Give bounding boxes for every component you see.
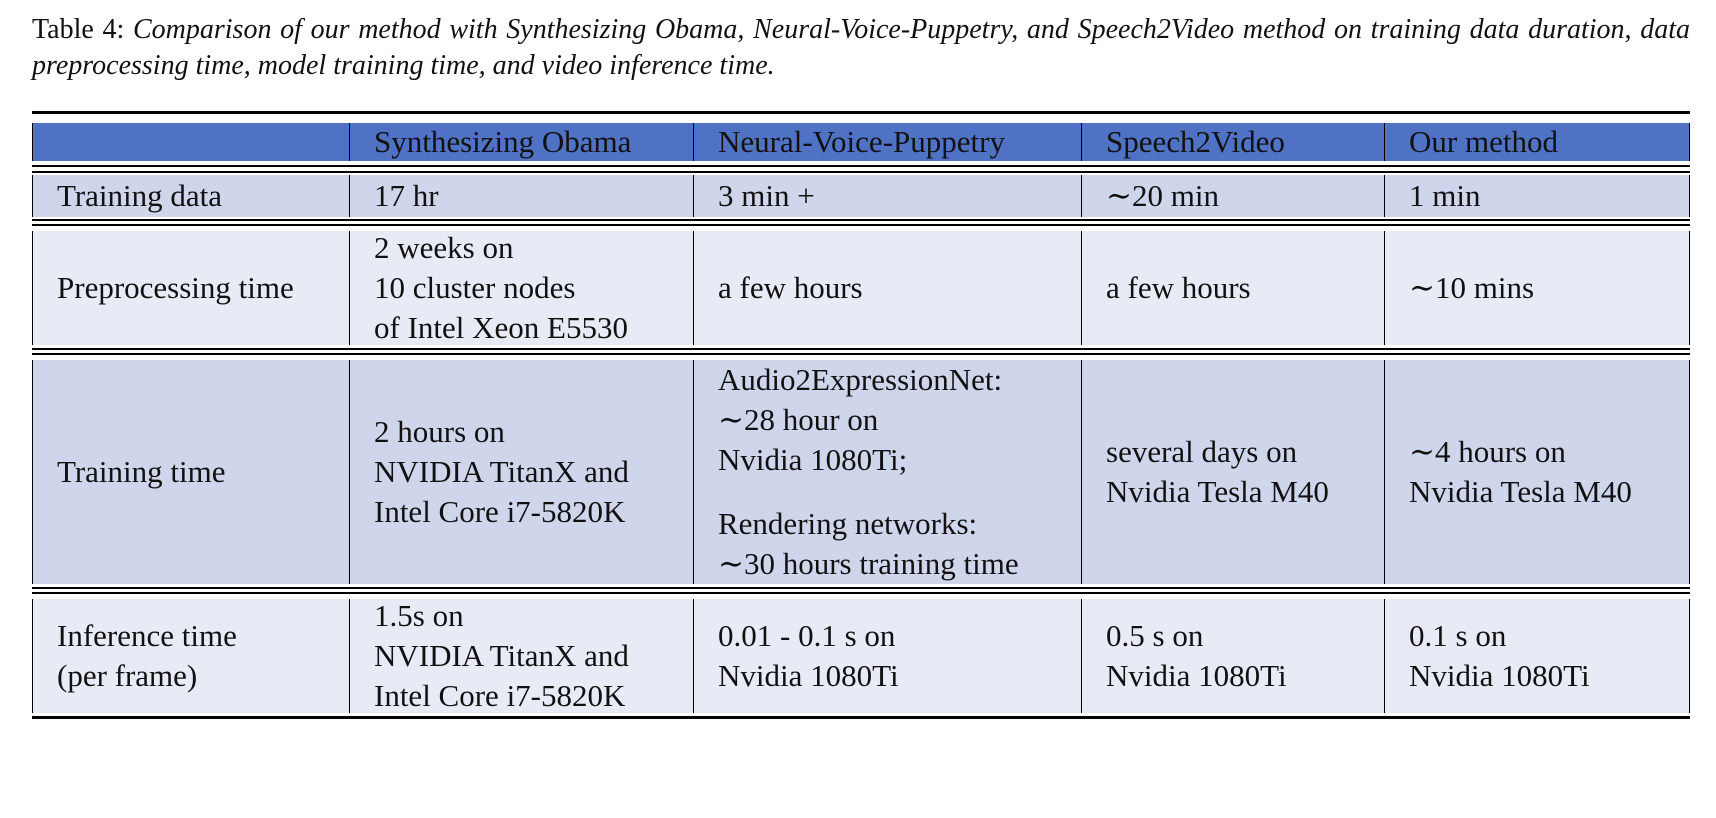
table-cell: 17 hr bbox=[350, 175, 694, 217]
table-row-training-data: Training data 17 hr 3 min + ∼20 min 1 mi… bbox=[32, 175, 1690, 217]
table-cell: 1.5s on NVIDIA TitanX and Intel Core i7-… bbox=[350, 598, 694, 713]
row-label: Training data bbox=[33, 175, 350, 217]
table-cell: 0.1 s on Nvidia 1080Ti bbox=[1409, 618, 1590, 693]
row-rule-1b bbox=[32, 224, 1690, 226]
header-cell-neural-voice-puppetry: Neural-Voice-Puppetry bbox=[694, 123, 1082, 161]
caption-text: Comparison of our method with Synthesizi… bbox=[32, 14, 1691, 81]
row-rule-1a bbox=[32, 219, 1690, 221]
row-rule-3a bbox=[32, 587, 1690, 589]
header-rule-2 bbox=[32, 171, 1690, 173]
table-cell: a few hours bbox=[1082, 231, 1385, 345]
table-cell: 2 weeks on 10 cluster nodes of Intel Xeo… bbox=[350, 230, 694, 345]
table-cell: 3 min + bbox=[694, 175, 1082, 217]
table-caption: Table 4: Comparison of our method with S… bbox=[32, 12, 1690, 84]
header-cell-synthesizing-obama: Synthesizing Obama bbox=[350, 123, 694, 161]
bottom-rule bbox=[32, 716, 1690, 719]
table-cell: 1 min bbox=[1409, 178, 1481, 213]
table-cell: ∼20 min bbox=[1082, 175, 1385, 217]
table-cell: 0.01 - 0.1 s on Nvidia 1080Ti bbox=[694, 599, 1082, 713]
row-label: Inference time (per frame) bbox=[33, 599, 350, 713]
top-rule bbox=[32, 111, 1690, 114]
header-cell-our-method: Our method bbox=[1409, 124, 1558, 159]
row-label: Preprocessing time bbox=[33, 231, 350, 345]
table-cell: ∼4 hours on Nvidia Tesla M40 bbox=[1409, 434, 1632, 509]
table-row-training-time: Training time 2 hours on NVIDIA TitanX a… bbox=[32, 360, 1690, 584]
row-rule-2b bbox=[32, 353, 1690, 355]
table-cell: 2 hours on NVIDIA TitanX and Intel Core … bbox=[350, 360, 694, 584]
table-cell: 0.5 s on Nvidia 1080Ti bbox=[1082, 599, 1385, 713]
table-cell: several days on Nvidia Tesla M40 bbox=[1082, 360, 1385, 584]
row-label: Training time bbox=[33, 360, 350, 584]
header-cell-speech2video: Speech2Video bbox=[1082, 123, 1385, 161]
table-row-preprocessing-time: Preprocessing time 2 weeks on 10 cluster… bbox=[32, 230, 1690, 345]
table-header-row: Synthesizing Obama Neural-Voice-Puppetry… bbox=[32, 123, 1690, 161]
row-rule-3b bbox=[32, 592, 1690, 594]
caption-label: Table 4: bbox=[32, 14, 125, 45]
table-cell: a few hours bbox=[694, 231, 1082, 345]
header-rule-1 bbox=[32, 165, 1690, 167]
table-cell: ∼10 mins bbox=[1409, 270, 1535, 305]
table-row-inference-time: Inference time (per frame) 1.5s on NVIDI… bbox=[32, 598, 1690, 713]
table-cell: Audio2ExpressionNet: ∼28 hour on Nvidia … bbox=[694, 360, 1082, 584]
row-rule-2a bbox=[32, 348, 1690, 350]
header-cell-empty bbox=[33, 123, 350, 161]
